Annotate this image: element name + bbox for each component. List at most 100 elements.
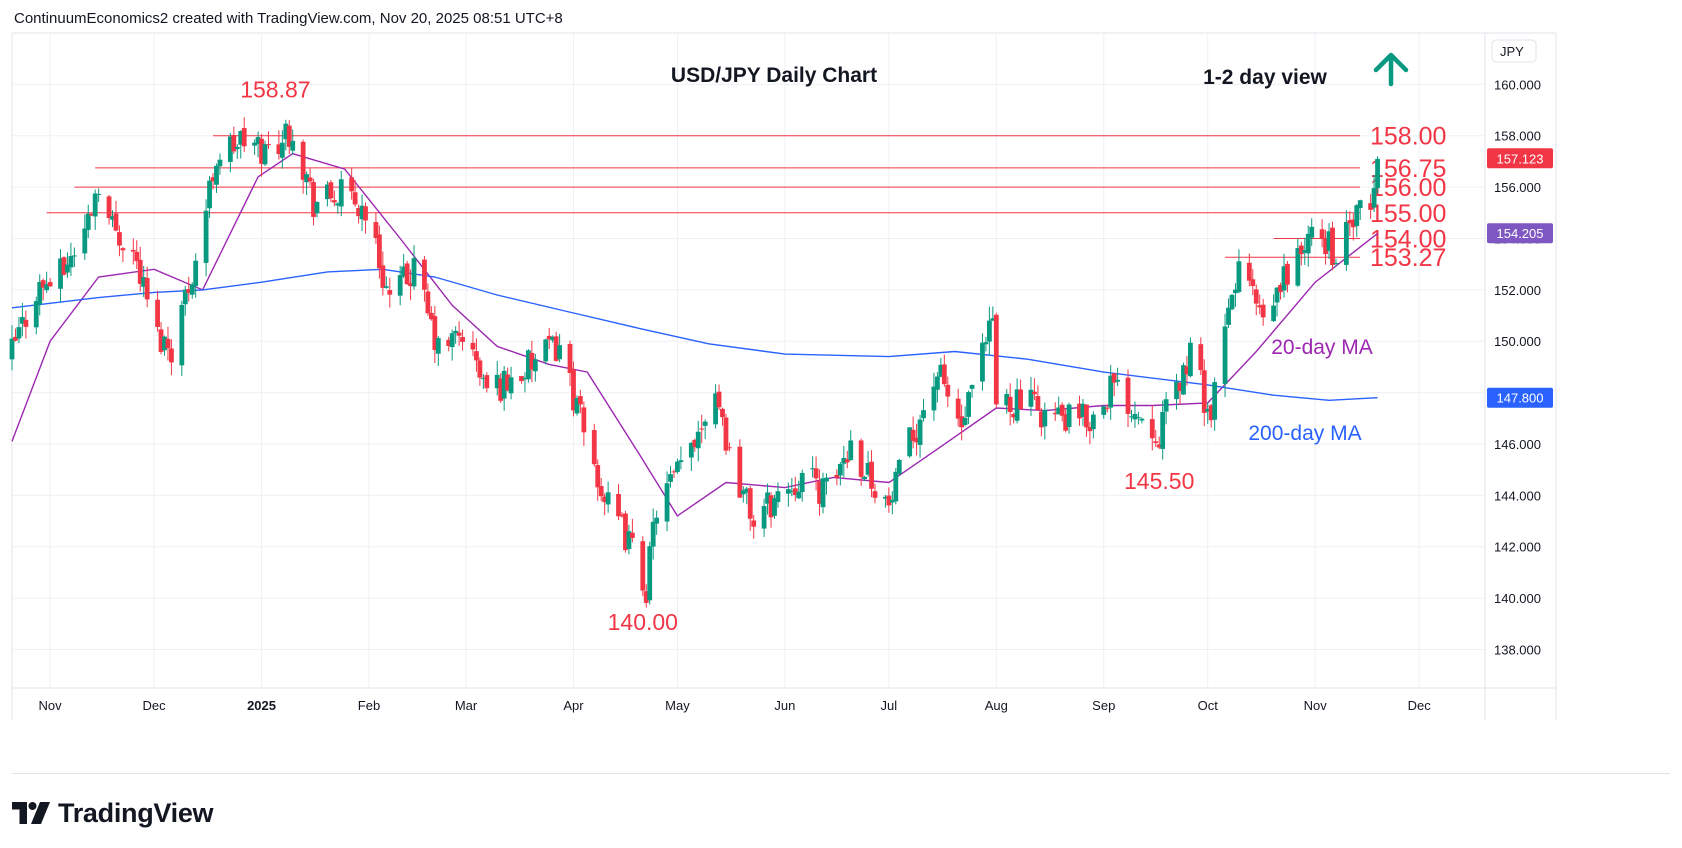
candle-body [740,490,746,495]
candle-body [772,498,777,516]
candle-body [304,174,309,183]
candle-body [1350,219,1356,228]
candle-body [276,144,282,155]
candle-body [1163,399,1169,412]
candle-body [1298,245,1304,255]
candle-body [130,249,136,252]
candle-body [456,332,462,336]
candle-body [428,312,434,320]
candle-body [505,374,511,391]
candle-body [1174,381,1179,400]
candle-body [453,330,459,334]
candle-body [508,377,514,394]
candle-body [747,488,753,519]
candle-body [813,468,819,479]
candle-body [89,213,95,216]
candle-body [654,517,660,524]
x-tick-label: Aug [985,698,1008,713]
candle-body [335,203,341,206]
candle-body [675,461,680,472]
candle-body [990,318,996,321]
candle-body [169,348,174,363]
candle-body [1236,261,1242,293]
candle-body [1188,342,1193,377]
candle-body [425,291,431,314]
candle-body [1326,231,1332,251]
candle-body [19,317,25,324]
candle-body [917,419,923,445]
candle-body [643,591,649,603]
candle-body [23,319,29,327]
annotation-label: 20-day MA [1271,336,1373,359]
candle-body [1181,365,1186,395]
candle-body [550,336,556,341]
candle-body [834,474,840,478]
candle-body [401,266,407,277]
candle-body [134,251,140,262]
candle-body [817,481,822,504]
candle-body [13,336,18,341]
annotation-label: 140.00 [608,609,678,635]
candle-body [338,179,344,207]
candle-body [626,531,632,550]
y-tick-label: 142.000 [1494,540,1541,555]
candle-body [688,442,694,458]
candle-body [1038,411,1044,428]
x-tick-label: Dec [1408,698,1432,713]
candle-body [58,258,63,289]
candle-body [432,316,438,351]
candle-body [591,430,597,465]
candle-body [1330,227,1335,266]
annotation-label: 200-day MA [1248,422,1361,445]
candle-body [619,514,625,517]
candle-body [207,180,212,209]
x-tick-label: Dec [143,698,167,713]
candle-body [422,259,427,290]
candle-body [824,477,829,482]
x-tick-label: Sep [1092,698,1115,713]
ma-line [11,268,1378,402]
candle-body [1032,391,1037,395]
tradingview-logo[interactable]: TradingView [12,796,214,830]
candle-body [1035,396,1041,411]
candle-body [1343,221,1349,265]
candle-body [716,391,722,408]
level-label: 154.00 [1370,225,1446,253]
candle-body [862,476,868,480]
candle-body [158,329,164,352]
level-label: 155.00 [1370,200,1446,228]
candle-body [359,205,365,220]
candle-body [751,520,757,527]
candle-body [1212,382,1218,420]
candle-body [1233,289,1238,294]
candle-body [1198,344,1204,371]
candle-body [37,281,43,305]
candle-body [796,491,802,499]
candle-body [352,192,358,205]
candle-body [529,352,535,370]
candle-body [893,471,899,502]
candle-body [844,459,850,463]
candle-body [668,474,673,482]
candle-body [907,427,913,457]
x-tick-label: Apr [563,698,584,713]
candle-body [737,446,743,498]
candle-body [1087,427,1093,432]
candle-body [1066,404,1072,428]
candle-body [92,193,98,217]
candle-body [993,314,999,405]
candle-body [1271,305,1276,322]
candle-body [113,213,119,231]
candle-body [1011,414,1017,418]
candle-body [1281,266,1287,291]
candle-body [120,248,126,251]
candle-body [286,125,292,147]
footer-divider [12,773,1670,774]
price-tag-label: 157.123 [1497,151,1544,166]
candle-body [567,344,573,374]
candle-body [1028,389,1034,407]
candle-body [474,351,479,361]
price-tag-box [1487,223,1553,244]
candle-body [387,290,393,295]
